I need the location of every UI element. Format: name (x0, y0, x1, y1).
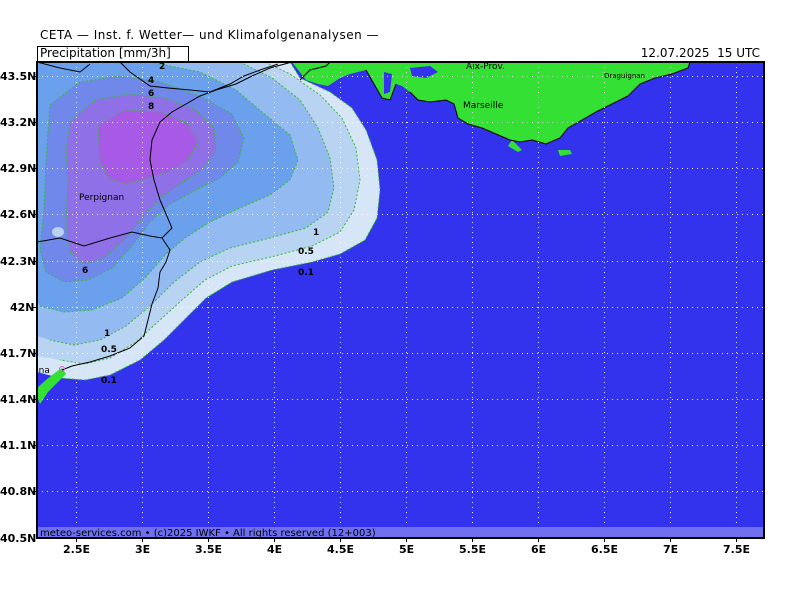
contour-label: 1 (104, 329, 110, 339)
land-island (558, 150, 572, 156)
lat-tick-label: 42.9N (0, 162, 36, 175)
lat-tick-label: 42.6N (0, 208, 36, 221)
parameter-label: Precipitation [mm/3h] (40, 46, 171, 60)
land-catalonia (37, 368, 66, 404)
contour-label: 0.5 (298, 247, 314, 257)
city-marseille: Marseille (463, 101, 504, 111)
city-draguignan: Draguignan (604, 72, 645, 80)
contour-label: 2 (159, 62, 165, 72)
contour-label: 0.1 (298, 268, 314, 278)
lat-tick-label: 40.5N (0, 532, 36, 545)
dept-border-1 (37, 62, 91, 73)
dept-border-3 (299, 62, 331, 81)
contour-label: 4 (148, 76, 154, 86)
city-aix: Aix-Prov. (466, 62, 505, 72)
lon-tick-label: 6.5E (591, 543, 618, 556)
lon-tick-label: 3.5E (195, 543, 222, 556)
lat-tick-label: 40.8N (0, 485, 36, 498)
contour-label: 0.1 (101, 376, 117, 386)
lat-tick-label: 41.1N (0, 439, 36, 452)
lon-tick-label: 7.5E (723, 543, 750, 556)
land-calanque (508, 140, 522, 152)
contour-label: 1 (313, 228, 319, 238)
barcelona-marker (59, 366, 65, 372)
axis-ticks (33, 76, 737, 542)
lon-tick-label: 7E (663, 543, 678, 556)
organisation-title: CETA — Inst. f. Wetter— und Klimafolgena… (40, 28, 380, 42)
longitude-axis: 2.5E 3E 3.5E 4E 4.5E 5E 5.5E 6E 6.5E 7E … (63, 543, 750, 556)
lon-tick-label: 3E (135, 543, 150, 556)
dept-border-2 (119, 62, 279, 93)
lon-tick-label: 6E (531, 543, 546, 556)
valid-datetime: 12.07.2025 15 UTC (640, 46, 760, 60)
lat-tick-label: 43.5N (0, 70, 36, 83)
latitude-axis: 43.5N 43.2N 42.9N 42.6N 42.3N 42N 41.7N … (0, 70, 36, 545)
coastline-catalonia (61, 237, 171, 371)
land-provence (292, 62, 764, 144)
lat-tick-label: 43.2N (0, 116, 36, 129)
city-barcelona: Barcelona (5, 366, 50, 376)
lat-tick-label: 41.7N (0, 347, 36, 360)
lon-tick-label: 2.5E (63, 543, 90, 556)
contour-label: 6 (148, 89, 154, 99)
precip-8 (98, 110, 198, 184)
lat-tick-label: 41.4N (0, 393, 36, 406)
copyright-footer: meteo-services.com • (c)2025 IWKF • All … (40, 528, 376, 539)
lon-tick-label: 5.5E (459, 543, 486, 556)
map-frame (36, 61, 765, 539)
lon-tick-label: 4E (267, 543, 282, 556)
contour-label: 8 (148, 102, 154, 112)
lat-tick-label: 42.3N (0, 255, 36, 268)
contour-label: 0.5 (101, 345, 117, 355)
lat-tick-label: 42N (10, 301, 35, 314)
city-perpignan: Perpignan (79, 193, 124, 203)
lon-tick-label: 4.5E (327, 543, 354, 556)
france-spain-border (37, 199, 173, 247)
contour-label: 6 (82, 266, 88, 276)
lon-tick-label: 5E (399, 543, 414, 556)
